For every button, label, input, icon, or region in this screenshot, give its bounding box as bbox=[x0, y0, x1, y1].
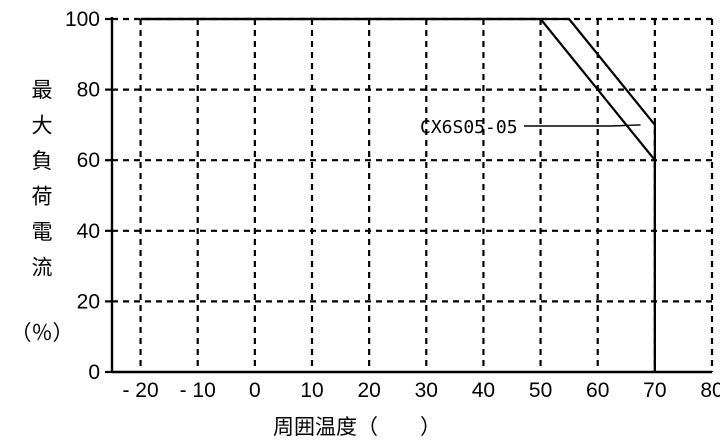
x-tick-label: 0 bbox=[249, 379, 261, 402]
annotation-label: CX6S05-05 bbox=[420, 117, 518, 138]
y-axis-label-char: 流 bbox=[32, 256, 53, 280]
y-axis-unit: （％） bbox=[11, 321, 74, 345]
y-tick-labels: 0 20 40 60 80 100 bbox=[65, 8, 100, 384]
y-axis-label-char: 最 bbox=[32, 78, 53, 102]
x-tick-label: - 10 bbox=[180, 379, 216, 402]
annotations: CX6S05-05 bbox=[420, 117, 641, 138]
grid-lines bbox=[112, 17, 714, 372]
axes bbox=[105, 17, 712, 374]
x-tick-label: 40 bbox=[472, 379, 495, 402]
x-tick-label: 30 bbox=[415, 379, 438, 402]
y-axis-label-char: 荷 bbox=[32, 185, 53, 209]
x-tick-label: 10 bbox=[300, 379, 323, 402]
series-line-1 bbox=[140, 17, 657, 372]
y-tick-label: 0 bbox=[88, 361, 100, 384]
x-tick-label: - 20 bbox=[122, 379, 158, 402]
x-tick-label: 50 bbox=[529, 379, 552, 402]
y-tick-label: 40 bbox=[77, 220, 100, 243]
x-tick-labels: - 20 - 10 0 10 20 30 40 50 60 70 80 bbox=[122, 379, 720, 402]
y-tick-label: 60 bbox=[77, 149, 100, 172]
y-tick-label: 80 bbox=[77, 79, 100, 102]
annotation-leader-line bbox=[524, 124, 641, 127]
y-tick-label: 100 bbox=[65, 8, 100, 31]
series-lines bbox=[140, 17, 657, 372]
x-tick-label: 80 bbox=[700, 379, 720, 402]
series-line-0 bbox=[140, 17, 657, 372]
x-tick-label: 60 bbox=[586, 379, 609, 402]
y-axis-label-char: 大 bbox=[32, 114, 53, 138]
y-axis-label-char: 負 bbox=[32, 149, 53, 173]
x-tick-label: 20 bbox=[357, 379, 380, 402]
x-tick-label: 70 bbox=[643, 379, 666, 402]
y-axis-label-char: 電 bbox=[32, 220, 53, 244]
y-tick-label: 20 bbox=[77, 290, 100, 313]
x-axis-label: 周囲温度（ ） bbox=[273, 415, 441, 439]
